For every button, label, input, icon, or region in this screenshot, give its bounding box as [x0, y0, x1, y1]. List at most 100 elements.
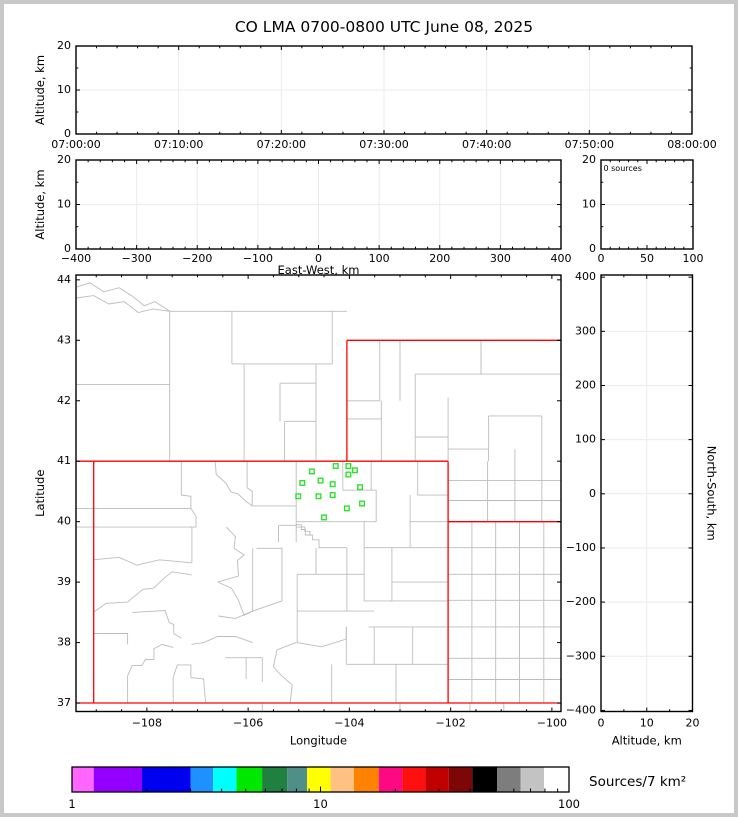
latitude-tick-label: 39: [57, 575, 71, 588]
x-axis-label: Longitude: [290, 734, 347, 748]
county-line: [296, 524, 347, 549]
colorbar: 1 10 100 Sources/7 km²: [68, 766, 686, 811]
colorbar-segment: [520, 767, 545, 792]
station-marker: [317, 477, 324, 484]
longitude-tick-label: −108: [132, 717, 162, 730]
y-axis-label: Altitude, km: [33, 55, 47, 125]
east-west-tick-label: −300: [122, 252, 152, 265]
altitude-tick-label: 20: [57, 39, 71, 52]
figure-canvas: CO LMA 0700-0800 UTC June 08, 2025 07:00…: [33, 18, 719, 811]
colorbar-segment: [544, 767, 569, 792]
county-line: [252, 600, 283, 612]
count-tick-label: 100: [683, 252, 704, 265]
colorbar-segment: [307, 767, 331, 792]
colorbar-tick-label: 10: [313, 797, 328, 811]
north-south-tick-label: −100: [566, 541, 596, 554]
altitude-tick-label: 20: [686, 717, 700, 730]
county-line: [127, 643, 174, 703]
station-marker: [321, 514, 328, 521]
lma-stations: [295, 463, 366, 521]
source-count-annotation: 0 sources: [604, 164, 642, 173]
time-axis-tick-label: 07:50:00: [565, 138, 614, 151]
colorbar-segment: [236, 767, 263, 792]
north-south-tick-label: 300: [575, 324, 596, 337]
longitude-tick-label: −102: [436, 717, 466, 730]
station-marker: [345, 471, 352, 478]
station-marker: [345, 463, 352, 470]
colorbar-segment: [262, 767, 288, 792]
time-axis-tick-label: 08:00:00: [667, 138, 716, 151]
longitude-tick-label: −100: [537, 717, 567, 730]
latitude-tick-label: 43: [57, 333, 71, 346]
county-line: [296, 611, 347, 648]
time-axis-tick-label: 07:40:00: [462, 138, 511, 151]
county-line: [94, 633, 129, 645]
north-south-tick-label: 200: [575, 378, 596, 391]
county-line: [217, 526, 245, 583]
east-west-tick-label: −400: [61, 252, 91, 265]
station-marker: [359, 500, 366, 507]
colorbar-segment: [353, 767, 379, 792]
county-line: [272, 642, 297, 704]
longitude-tick-label: −106: [233, 717, 263, 730]
colorbar-segment: [142, 767, 191, 792]
east-west-tick-label: −100: [243, 252, 273, 265]
county-line: [76, 282, 170, 312]
station-marker: [299, 479, 306, 486]
altitude-tick-label: 0: [598, 717, 605, 730]
y-axis-label: Latitude: [33, 470, 47, 517]
axes-border: [75, 274, 562, 713]
county-line: [218, 610, 253, 619]
y-axis-label: Altitude, km: [33, 169, 47, 239]
time-axis-tick-label: 07:30:00: [359, 138, 408, 151]
colorbar-segment: [402, 767, 426, 792]
colorbar-tick-label: 100: [558, 797, 580, 811]
altitude-tick-label: 10: [640, 717, 654, 730]
county-line: [132, 610, 182, 639]
count-tick-label: 50: [640, 252, 654, 265]
east-west-tick-label: 300: [490, 252, 511, 265]
colorbar-segment: [93, 767, 143, 792]
station-marker: [295, 493, 302, 500]
altitude-tick-label: 10: [57, 198, 71, 211]
east-west-tick-label: 100: [369, 252, 390, 265]
east-west-tick-label: −200: [182, 252, 212, 265]
colorbar-tick-label: 1: [68, 797, 75, 811]
panel-east-west-altitude: −400 −300 −200 −100 0 100 200 300 400 0 10 20 Altitu…: [33, 153, 572, 277]
station-marker: [332, 463, 339, 470]
north-south-tick-label: 400: [575, 270, 596, 283]
count-tick-label: 0: [598, 252, 605, 265]
east-west-tick-label: 200: [429, 252, 450, 265]
latitude-tick-label: 40: [57, 515, 71, 528]
altitude-tick-label: 20: [582, 153, 596, 166]
time-axis-tick-label: 07:00:00: [51, 138, 100, 151]
altitude-tick-label: 10: [582, 198, 596, 211]
colorbar-segment: [213, 767, 237, 792]
latitude-tick-label: 37: [57, 696, 71, 709]
north-south-tick-label: 100: [575, 433, 596, 446]
north-south-tick-label: −300: [566, 649, 596, 662]
altitude-tick-label: 0: [589, 242, 596, 255]
latitude-tick-label: 41: [57, 454, 71, 467]
latitude-tick-label: 44: [57, 273, 71, 286]
county-line: [214, 461, 253, 507]
latitude-tick-label: 38: [57, 636, 71, 649]
county-line: [246, 461, 253, 506]
county-line: [191, 636, 253, 645]
north-south-tick-label: 0: [589, 487, 596, 500]
panel-time-height: 07:00:00 07:10:00 07:20:00 07:30:00 07:40:00…: [33, 39, 717, 151]
altitude-tick-label: 0: [64, 242, 71, 255]
north-south-tick-label: −400: [566, 703, 596, 716]
colorbar-segment: [330, 767, 354, 792]
county-line: [296, 526, 311, 536]
colorbar-segment: [497, 767, 521, 792]
panel-altitude-histogram: 0 50 100 0 10 20 0 sources: [582, 153, 704, 265]
north-south-tick-label: −200: [566, 595, 596, 608]
county-line: [217, 581, 253, 617]
panel-plan-view-map: −108 −106 −104 −102 −100 37 38 39 40 41 42 43 44 Lati…: [33, 273, 567, 748]
colorbar-title: Sources/7 km²: [589, 774, 686, 790]
station-marker: [329, 492, 336, 499]
county-line: [172, 664, 207, 704]
colorbar-segment: [287, 767, 308, 792]
